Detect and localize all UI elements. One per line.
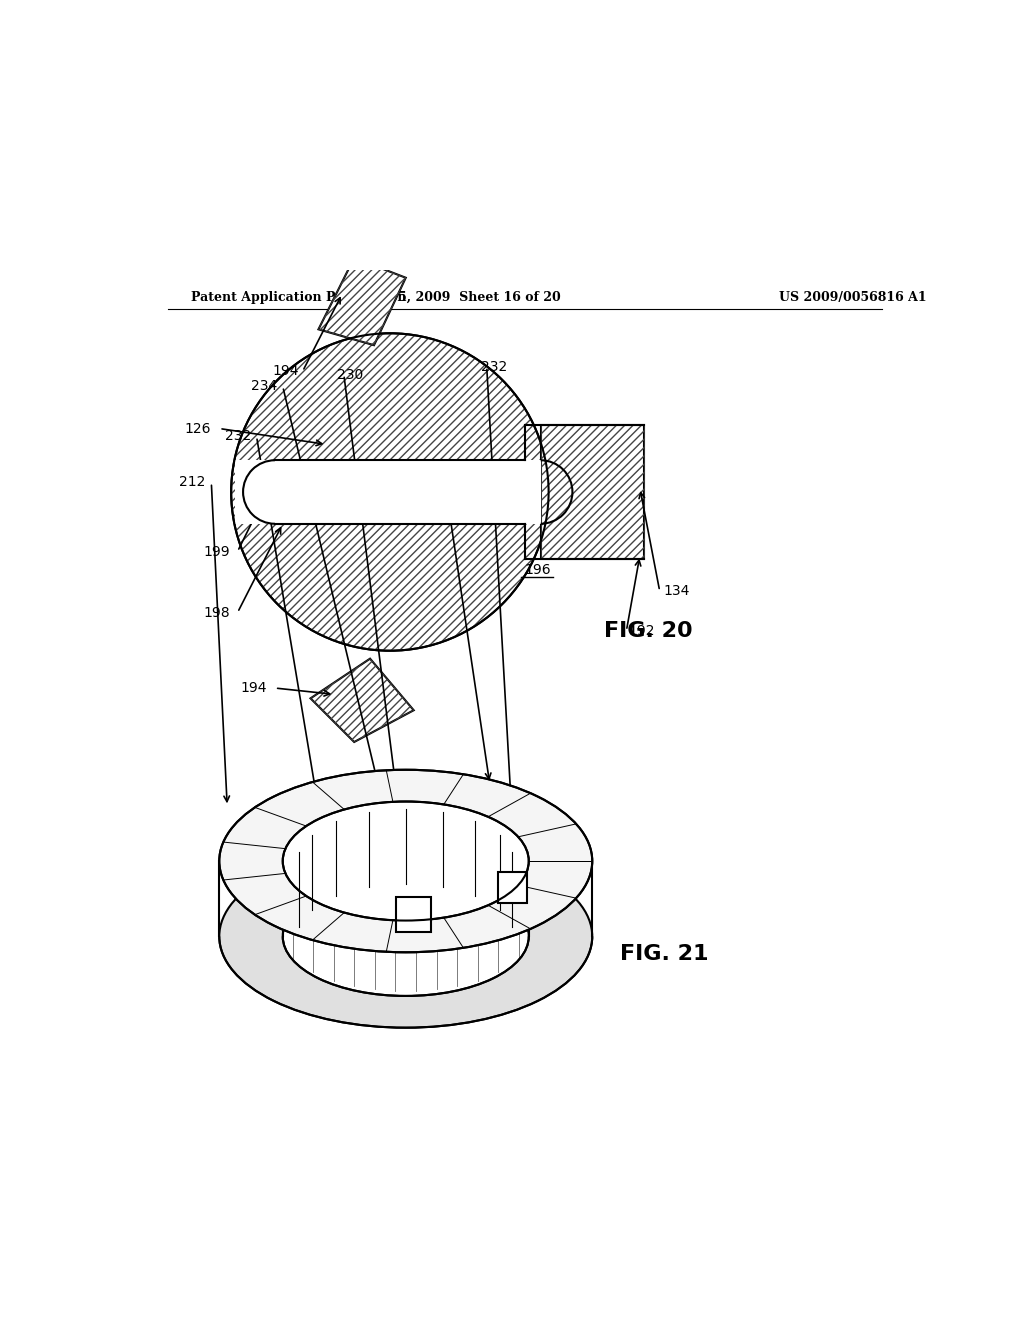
Circle shape bbox=[243, 461, 306, 524]
Polygon shape bbox=[396, 896, 431, 932]
Text: 134: 134 bbox=[664, 585, 690, 598]
Text: 194: 194 bbox=[241, 681, 267, 696]
Text: 198: 198 bbox=[203, 606, 229, 619]
Bar bbox=[541, 425, 644, 560]
Text: 212: 212 bbox=[179, 475, 206, 490]
Text: FIG. 21: FIG. 21 bbox=[620, 944, 709, 964]
Ellipse shape bbox=[283, 876, 528, 997]
Polygon shape bbox=[498, 871, 526, 903]
Text: 234: 234 bbox=[251, 379, 278, 393]
Bar bbox=[541, 425, 644, 560]
Bar bbox=[236, 461, 541, 524]
Text: Mar. 5, 2009  Sheet 16 of 20: Mar. 5, 2009 Sheet 16 of 20 bbox=[361, 292, 561, 304]
Text: FIG. 20: FIG. 20 bbox=[604, 620, 693, 642]
Text: 126: 126 bbox=[184, 421, 211, 436]
Text: 199: 199 bbox=[203, 545, 229, 558]
Text: 194: 194 bbox=[272, 364, 299, 379]
Text: 196: 196 bbox=[524, 562, 552, 577]
Text: 232: 232 bbox=[441, 479, 468, 492]
Ellipse shape bbox=[283, 801, 528, 920]
Text: 232: 232 bbox=[481, 359, 508, 374]
Ellipse shape bbox=[219, 770, 592, 952]
Text: 192: 192 bbox=[628, 624, 654, 638]
Ellipse shape bbox=[219, 845, 592, 1028]
Polygon shape bbox=[318, 257, 406, 346]
Text: 230: 230 bbox=[337, 367, 362, 381]
Polygon shape bbox=[310, 659, 414, 742]
Text: Patent Application Publication: Patent Application Publication bbox=[191, 292, 407, 304]
Circle shape bbox=[231, 333, 549, 651]
Text: 232: 232 bbox=[224, 429, 251, 444]
Text: US 2009/0056816 A1: US 2009/0056816 A1 bbox=[778, 292, 927, 304]
